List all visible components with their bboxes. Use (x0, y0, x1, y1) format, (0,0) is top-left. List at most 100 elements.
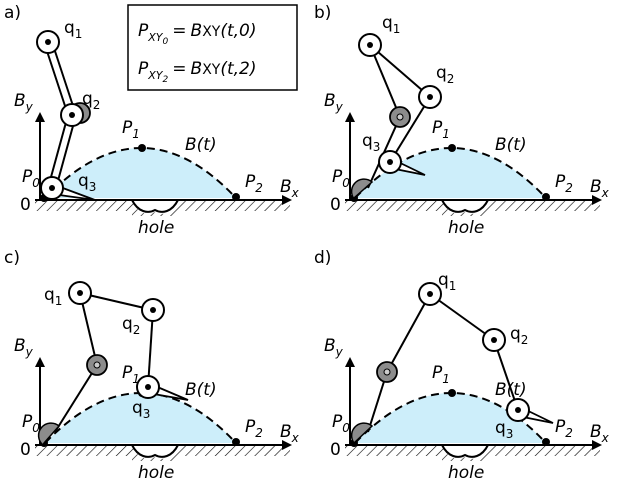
y-arrow (345, 357, 355, 367)
joint-center (387, 159, 393, 165)
y-axis-label: By (324, 91, 344, 114)
ground-hatch (488, 201, 600, 211)
point-label-sub: 1 (132, 372, 140, 386)
joint-label-base: q (362, 131, 373, 151)
point-label: P2 (555, 417, 573, 440)
joint-label-base: q (438, 270, 449, 290)
y-axis-label-base: B (324, 91, 336, 111)
ground-hatch (178, 201, 290, 211)
formula-args: (t,0) (220, 21, 256, 41)
ground-hatch (178, 446, 290, 456)
x-axis-label-base: B (280, 422, 292, 442)
joint-label: q1 (44, 285, 62, 308)
point-label-sub: 0 (32, 421, 40, 435)
joint-label-sub: 3 (89, 180, 97, 194)
x-axis-label-sub: x (291, 186, 300, 200)
joint-label-sub: 3 (143, 407, 151, 421)
y-axis-label-base: B (324, 336, 336, 356)
point-label-sub: 2 (565, 426, 573, 440)
joint-label-sub: 2 (133, 323, 141, 337)
control-point (448, 389, 456, 397)
joint-label: q2 (122, 314, 140, 337)
figure: PXY0=BXY(t,0)PXY2=BXY(t,2)a)q1q2q3ByBx0P… (0, 0, 639, 480)
joint-center (367, 42, 373, 48)
joint-label: q1 (64, 18, 82, 41)
x-axis-label-base: B (280, 177, 292, 197)
joint-label-base: q (78, 171, 89, 191)
point-label: P1 (432, 363, 450, 386)
joint-label: q3 (362, 131, 380, 154)
y-arrow (345, 112, 355, 122)
control-point (542, 193, 550, 201)
formula-lhs-subsub: 2 (163, 75, 169, 85)
joint-center (45, 39, 51, 45)
x-axis-label-sub: x (601, 186, 610, 200)
joint-center (491, 337, 497, 343)
point-label: P2 (245, 417, 263, 440)
joint-label: q2 (82, 89, 100, 112)
x-axis-label-sub: x (291, 431, 300, 445)
ground-hatch (35, 446, 132, 456)
motor-center (397, 114, 403, 120)
y-arrow (35, 357, 45, 367)
x-axis-label: Bx (280, 177, 300, 200)
point-label: P0 (22, 167, 40, 190)
x-axis-label-base: B (590, 177, 602, 197)
point-label: P0 (332, 167, 350, 190)
joint-label: q1 (438, 270, 456, 293)
point-label-sub: 0 (342, 421, 350, 435)
origin-label: 0 (20, 195, 31, 215)
control-point (448, 144, 456, 152)
panel-label: d) (314, 248, 331, 268)
y-axis-label-sub: y (25, 100, 34, 114)
hole-label: hole (138, 463, 174, 480)
control-point (232, 193, 240, 201)
point-label-sub: 0 (342, 176, 350, 190)
formula-args: (t,2) (220, 59, 256, 79)
joint-center (515, 407, 521, 413)
joint-label-base: q (495, 418, 506, 438)
hole-label: hole (448, 463, 484, 480)
joint-label-sub: 2 (93, 98, 101, 112)
control-point (232, 438, 240, 446)
formula-lhs-sub: XY (147, 69, 164, 82)
y-axis-label-sub: y (335, 345, 344, 359)
point-label-sub: 2 (565, 181, 573, 195)
curve-label: B(t) (495, 380, 527, 400)
point-label: P1 (432, 118, 450, 141)
control-point (542, 438, 550, 446)
point-label-sub: 0 (32, 176, 40, 190)
point-label-sub: 2 (255, 426, 263, 440)
curve-label: B(t) (495, 135, 527, 155)
x-axis-label: Bx (590, 177, 610, 200)
joint-label-base: q (44, 285, 55, 305)
joint-center (427, 94, 433, 100)
point-label-sub: 1 (132, 127, 140, 141)
ground-hatch (488, 446, 600, 456)
point-label: P2 (245, 172, 263, 195)
joint-label-base: q (436, 63, 447, 83)
joint-label-sub: 2 (447, 72, 455, 86)
origin-label: 0 (330, 440, 341, 460)
point-label-sub: 1 (442, 127, 450, 141)
x-axis-label: Bx (280, 422, 300, 445)
ground-hatch (345, 446, 442, 456)
point-label: P1 (122, 363, 140, 386)
origin-label: 0 (330, 195, 341, 215)
joint-label-base: q (132, 398, 143, 418)
joint-label: q1 (382, 13, 400, 36)
point-label: P2 (555, 172, 573, 195)
joint-center (69, 112, 75, 118)
x-axis-label: Bx (590, 422, 610, 445)
y-axis-label-sub: y (335, 100, 344, 114)
joint-center (145, 384, 151, 390)
joint-label-base: q (82, 89, 93, 109)
point-label: P1 (122, 118, 140, 141)
y-axis-label-base: B (14, 91, 26, 111)
joint-label: q2 (510, 324, 528, 347)
formula-lhs-sub: XY (147, 31, 164, 44)
y-arrow (35, 112, 45, 122)
point-label-sub: 2 (255, 181, 263, 195)
point-label-sub: 1 (442, 372, 450, 386)
y-axis-label: By (324, 336, 344, 359)
